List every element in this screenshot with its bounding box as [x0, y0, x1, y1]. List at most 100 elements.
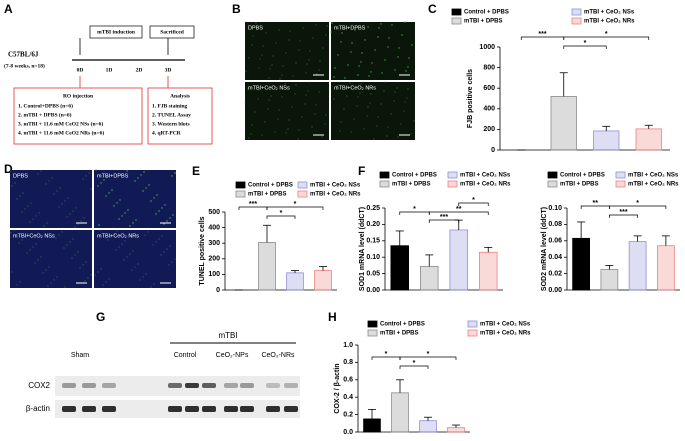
- y-tick-label: 0.00: [366, 287, 380, 294]
- y-tick-label: 0: [491, 147, 495, 154]
- cell-signal: [61, 231, 63, 233]
- cell-signal: [46, 222, 48, 224]
- significance-label: *: [584, 40, 587, 47]
- cell-signal: [343, 108, 345, 110]
- y-tick-label: 200: [483, 126, 495, 133]
- cell-signal: [72, 210, 74, 212]
- day: 3D: [165, 67, 172, 73]
- cell-signal: [252, 35, 254, 37]
- cell-signal: [103, 179, 105, 181]
- cell-signal: [259, 58, 261, 60]
- cell-signal: [135, 219, 137, 221]
- cell-signal: [115, 249, 117, 251]
- cell-signal: [271, 86, 273, 88]
- cell-signal: [397, 56, 399, 58]
- cell-signal: [116, 202, 118, 204]
- cell-signal: [305, 72, 307, 74]
- cell-signal: [339, 130, 341, 132]
- cell-signal: [407, 66, 409, 68]
- cell-signal: [121, 215, 123, 217]
- cell-signal: [257, 98, 259, 100]
- cell-signal: [90, 274, 92, 276]
- cell-signal: [374, 49, 376, 51]
- legend-label: mTBI + CeO₂ NSs: [584, 10, 635, 16]
- cell-signal: [370, 71, 372, 73]
- cell-signal: [294, 93, 296, 95]
- cell-signal: [312, 37, 314, 39]
- cell-signal: [318, 69, 320, 71]
- cell-signal: [369, 102, 371, 104]
- cell-signal: [324, 123, 326, 125]
- cell-signal: [397, 136, 399, 138]
- cell-signal: [404, 101, 406, 103]
- cell-signal: [102, 284, 104, 286]
- cell-signal: [271, 64, 273, 66]
- cell-signal: [321, 136, 323, 138]
- cell-signal: [85, 261, 87, 263]
- cell-signal: [251, 124, 253, 126]
- significance-bracket: [609, 214, 638, 218]
- cell-signal: [277, 118, 279, 120]
- cell-signal: [394, 91, 396, 93]
- image-label: mTBI+CeO₂ NSs: [13, 233, 55, 239]
- item: 1. FJB staining: [152, 103, 188, 109]
- y-tick-label: 200: [208, 256, 220, 263]
- bar: [363, 418, 381, 433]
- cell-signal: [319, 60, 321, 62]
- cell-signal: [56, 190, 58, 192]
- cell-signal: [137, 177, 139, 179]
- cell-signal: [270, 95, 272, 97]
- label: Analysis: [170, 93, 190, 99]
- y-tick-label: 0.6: [343, 377, 353, 384]
- band: [240, 383, 254, 388]
- label: Sacrificed: [160, 29, 184, 35]
- significance-label: ***: [440, 214, 448, 221]
- y-tick-label: 0.10: [548, 205, 562, 212]
- micrograph: [10, 170, 92, 228]
- cell-signal: [153, 197, 155, 199]
- cell-signal: [258, 67, 260, 69]
- cell-signal: [137, 263, 139, 265]
- significance-label: *: [605, 31, 608, 38]
- cell-signal: [161, 235, 163, 237]
- cell-signal: [340, 121, 342, 123]
- cell-signal: [61, 203, 63, 205]
- cell-signal: [40, 256, 42, 258]
- significance-label: ***: [538, 31, 546, 38]
- cell-signal: [384, 81, 386, 83]
- significance-bracket: [609, 205, 667, 209]
- y-tick-label: 300: [208, 240, 220, 247]
- cell-signal: [268, 77, 270, 79]
- cell-signal: [118, 246, 120, 248]
- cell-signal: [306, 63, 308, 65]
- cell-signal: [166, 220, 168, 222]
- legend-label: mTBI + CeO₂ NRs: [584, 19, 635, 25]
- cell-signal: [134, 180, 136, 182]
- cell-signal: [330, 31, 332, 33]
- cell-signal: [330, 111, 332, 113]
- cell-signal: [384, 59, 386, 61]
- cell-signal: [245, 70, 247, 72]
- cell-signal: [308, 81, 310, 83]
- cell-signal: [302, 27, 304, 29]
- cell-signal: [401, 34, 403, 36]
- cell-signal: [37, 259, 39, 261]
- cell-signal: [19, 195, 21, 197]
- bar: [628, 241, 647, 291]
- cell-signal: [370, 93, 372, 95]
- y-tick-label: 0.0: [343, 429, 353, 436]
- cell-signal: [295, 62, 297, 64]
- cell-signal: [331, 22, 333, 24]
- cell-signal: [315, 24, 317, 26]
- legend-label: mTBI + CeO₂ NSs: [310, 183, 361, 189]
- cell-signal: [262, 45, 264, 47]
- bar: [600, 269, 619, 291]
- band: [102, 406, 116, 412]
- cell-signal: [367, 106, 369, 108]
- y-tick-label: 0.04: [548, 254, 562, 261]
- cell-signal: [164, 204, 166, 206]
- cell-signal: [74, 226, 76, 228]
- cell-signal: [251, 44, 253, 46]
- cell-signal: [366, 115, 368, 117]
- y-tick-label: 0.02: [548, 270, 562, 277]
